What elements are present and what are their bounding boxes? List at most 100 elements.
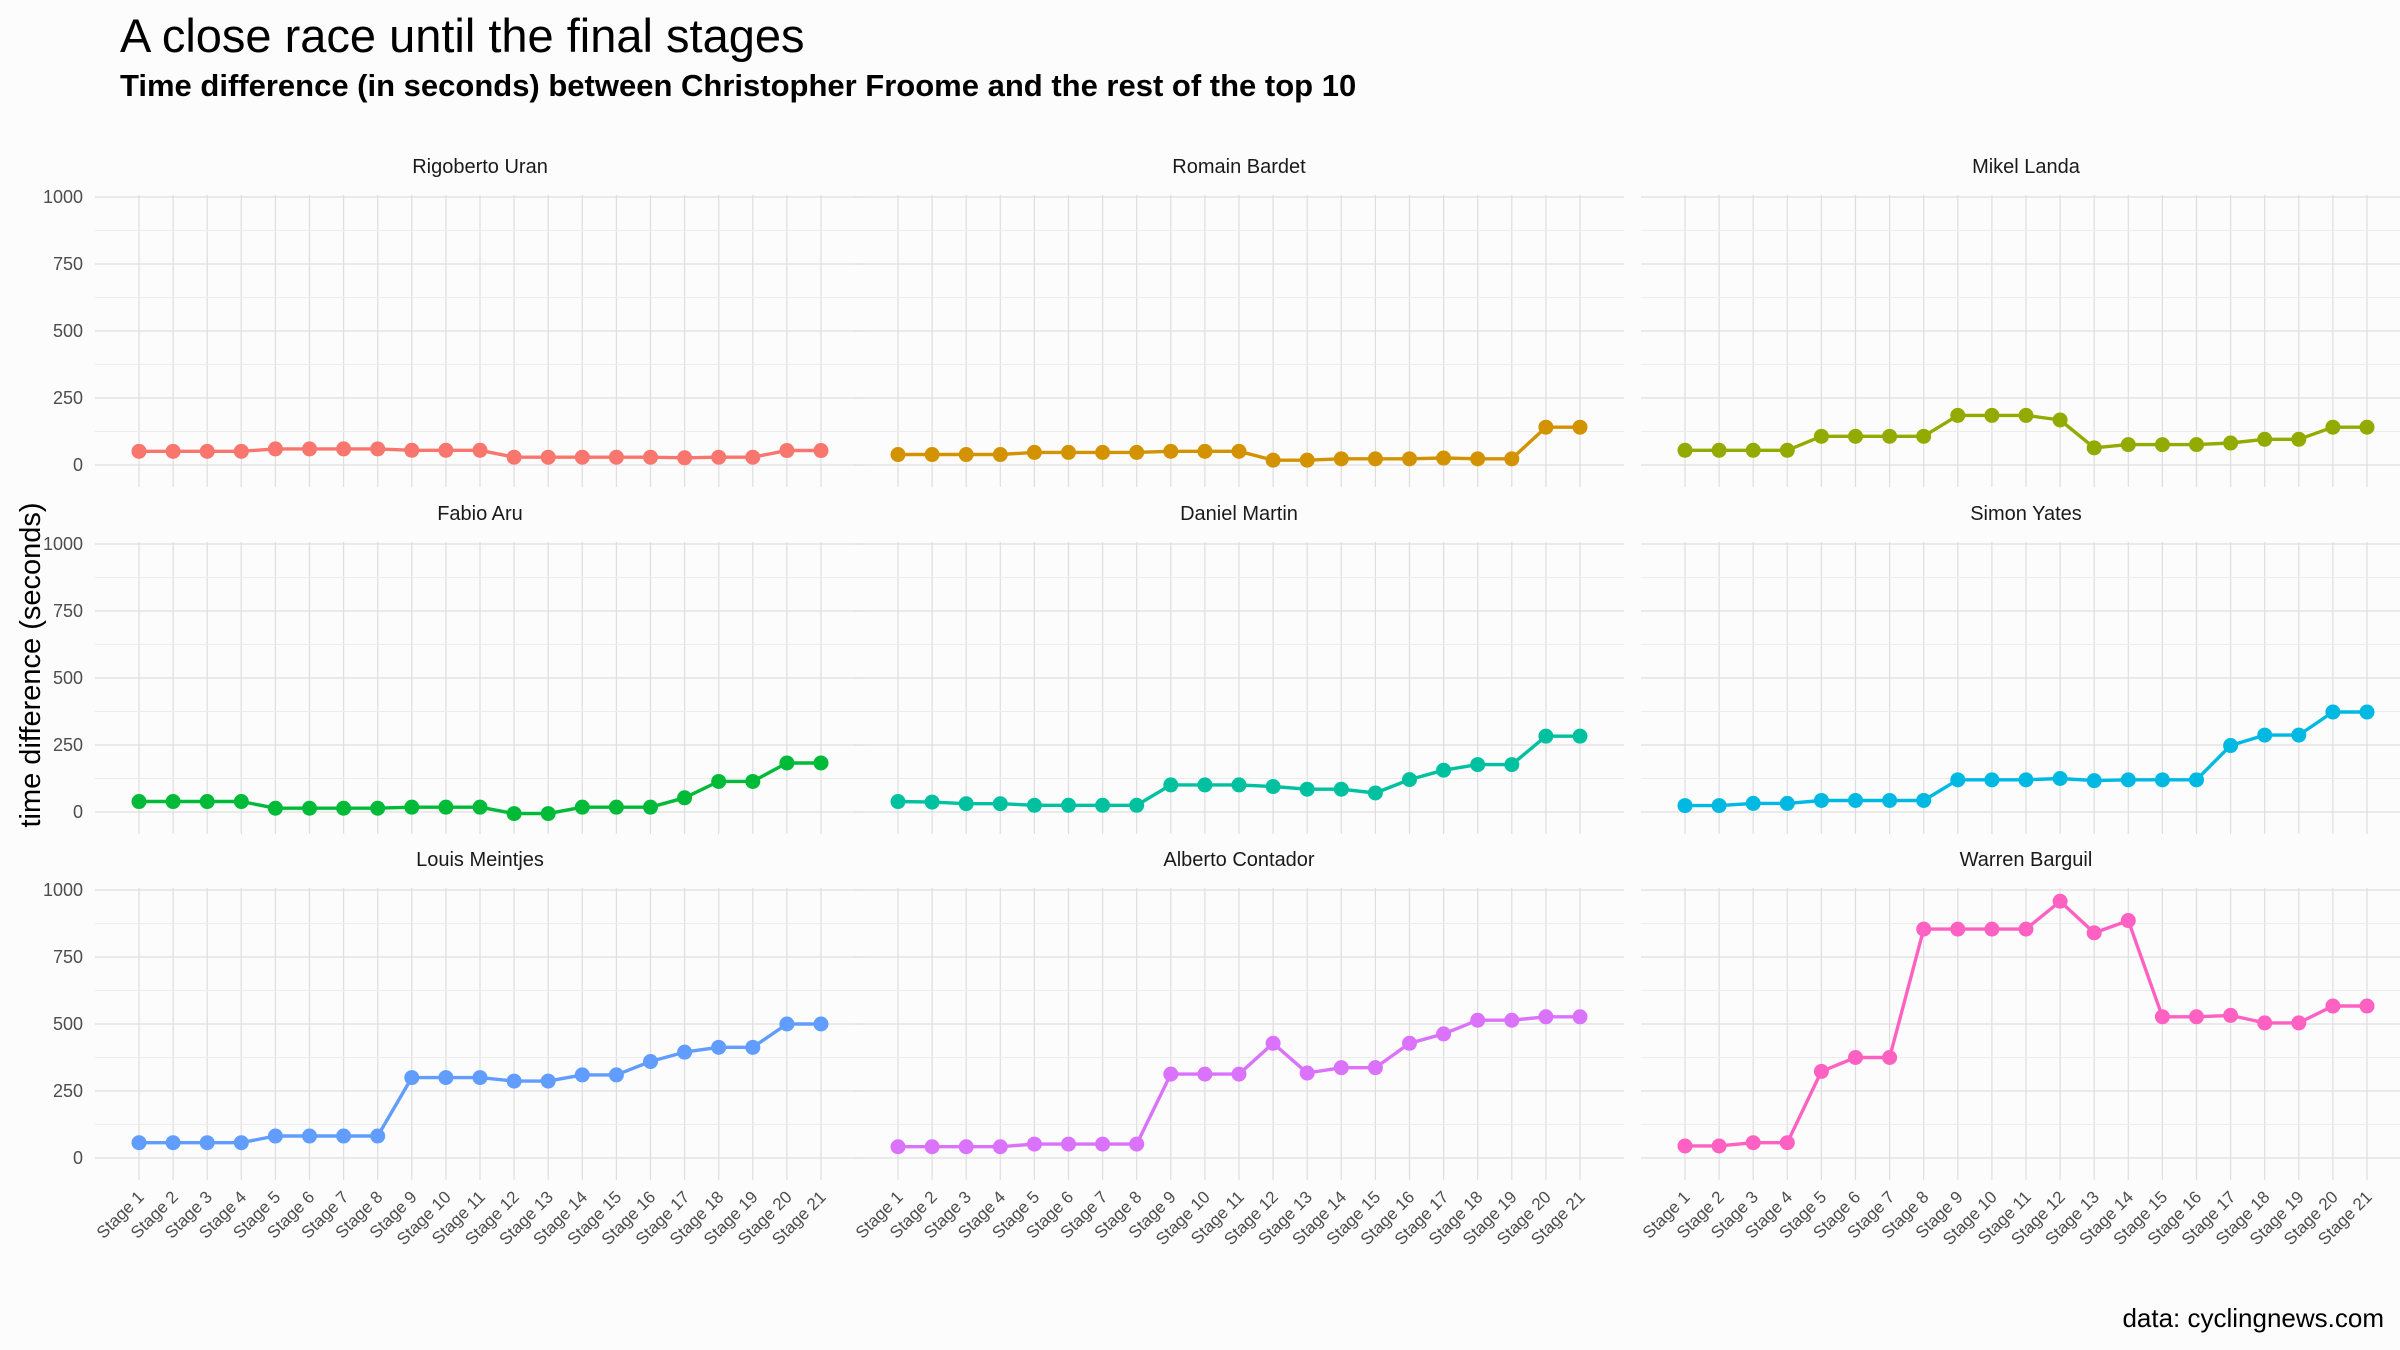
data-point (1813, 1063, 1829, 1079)
y-tick-label: 0 (73, 455, 83, 475)
data-point (1848, 428, 1863, 444)
data-point (370, 1128, 386, 1144)
facet-panel-fabio-aru: Fabio Aru 0 250 500 750 1000 (43, 503, 865, 834)
data-point (574, 1067, 590, 1083)
facet-title: Warren Barguil (1960, 849, 2093, 871)
data-point (677, 450, 693, 466)
data-point (267, 441, 283, 457)
data-point (438, 1070, 454, 1086)
data-point (1984, 921, 2000, 937)
data-point (1470, 757, 1486, 773)
data-point (1129, 1136, 1145, 1152)
data-point (1197, 777, 1213, 793)
data-point (1265, 452, 1281, 468)
data-point (1129, 444, 1145, 460)
data-point (1950, 921, 1966, 937)
data-point (199, 1135, 215, 1151)
data-point (677, 790, 693, 806)
chart-title: A close race until the final stages (120, 9, 805, 62)
y-tick-label: 0 (73, 802, 83, 822)
data-point (1916, 428, 1932, 444)
data-point (131, 443, 147, 459)
data-point (2223, 1007, 2239, 1023)
data-point (2359, 419, 2375, 435)
data-point (165, 443, 181, 459)
y-tick-label: 750 (53, 947, 83, 967)
facet-panel-daniel-martin: Daniel Martin (854, 503, 1624, 834)
data-point (2154, 437, 2170, 453)
data-point (1984, 772, 2000, 788)
data-point (711, 773, 727, 789)
data-point (267, 800, 283, 816)
data-point (2257, 1015, 2273, 1031)
facet-title: Fabio Aru (437, 503, 523, 525)
data-point (233, 1135, 249, 1151)
data-point (1436, 450, 1452, 466)
data-point (608, 799, 624, 815)
data-point (958, 796, 974, 812)
data-point (1402, 772, 1417, 788)
data-point (370, 800, 386, 816)
data-point (1848, 792, 1863, 808)
data-point (1333, 451, 1349, 467)
data-point (1163, 1066, 1179, 1082)
data-point (992, 796, 1008, 812)
data-point (1265, 1035, 1281, 1051)
data-point (131, 794, 147, 810)
data-point (1333, 781, 1349, 797)
data-point (779, 1016, 795, 1032)
data-point (1061, 1136, 1076, 1152)
data-point (1163, 777, 1179, 793)
data-point (1061, 797, 1076, 813)
data-point (1095, 1136, 1111, 1152)
data-point (2086, 440, 2102, 456)
data-point (2223, 738, 2239, 754)
data-point (2359, 704, 2375, 720)
data-point (677, 1044, 693, 1060)
data-point (438, 799, 454, 815)
data-point (472, 442, 488, 458)
data-point (1745, 1135, 1761, 1151)
facet-title: Mikel Landa (1972, 156, 2081, 178)
data-point (404, 1070, 420, 1086)
data-point (779, 755, 795, 771)
data-point (2359, 998, 2375, 1014)
data-point (1095, 797, 1111, 813)
y-tick-label: 1000 (43, 187, 83, 207)
facet-title: Louis Meintjes (416, 849, 544, 871)
facet-panel-rigoberto-uran: Rigoberto Uran 0 250 500 750 1000 (43, 156, 865, 487)
data-point (1402, 451, 1417, 467)
data-point (992, 1139, 1008, 1155)
data-point (302, 800, 317, 816)
data-point (1504, 1012, 1520, 1028)
data-point (711, 449, 727, 465)
data-point (2291, 727, 2307, 743)
data-point (302, 441, 317, 457)
data-point (1026, 797, 1042, 813)
facet-title: Romain Bardet (1172, 156, 1306, 178)
data-point (2223, 435, 2239, 451)
data-point (506, 1073, 522, 1089)
data-point (1299, 452, 1315, 468)
data-point (2018, 921, 2034, 937)
data-point (1916, 921, 1932, 937)
y-tick-label: 500 (53, 321, 83, 341)
data-point (1538, 419, 1554, 435)
data-point (574, 449, 590, 465)
data-point (2257, 727, 2273, 743)
data-point (1711, 798, 1727, 814)
data-point (1231, 777, 1247, 793)
data-point (890, 1139, 906, 1155)
y-tick-label: 500 (53, 668, 83, 688)
chart-subtitle: Time difference (in seconds) between Chr… (120, 68, 1357, 103)
data-point (2120, 913, 2136, 929)
data-point (1231, 1066, 1247, 1082)
data-point (506, 806, 522, 822)
data-point (2086, 925, 2102, 941)
y-tick-label: 500 (53, 1014, 83, 1034)
data-point (1950, 772, 1966, 788)
facet-panel-romain-bardet: Romain Bardet (854, 156, 1624, 487)
